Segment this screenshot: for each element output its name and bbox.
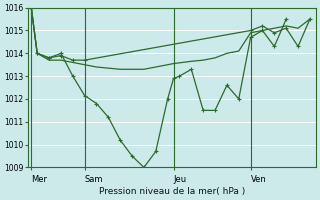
X-axis label: Pression niveau de la mer( hPa ): Pression niveau de la mer( hPa ) [99, 187, 245, 196]
